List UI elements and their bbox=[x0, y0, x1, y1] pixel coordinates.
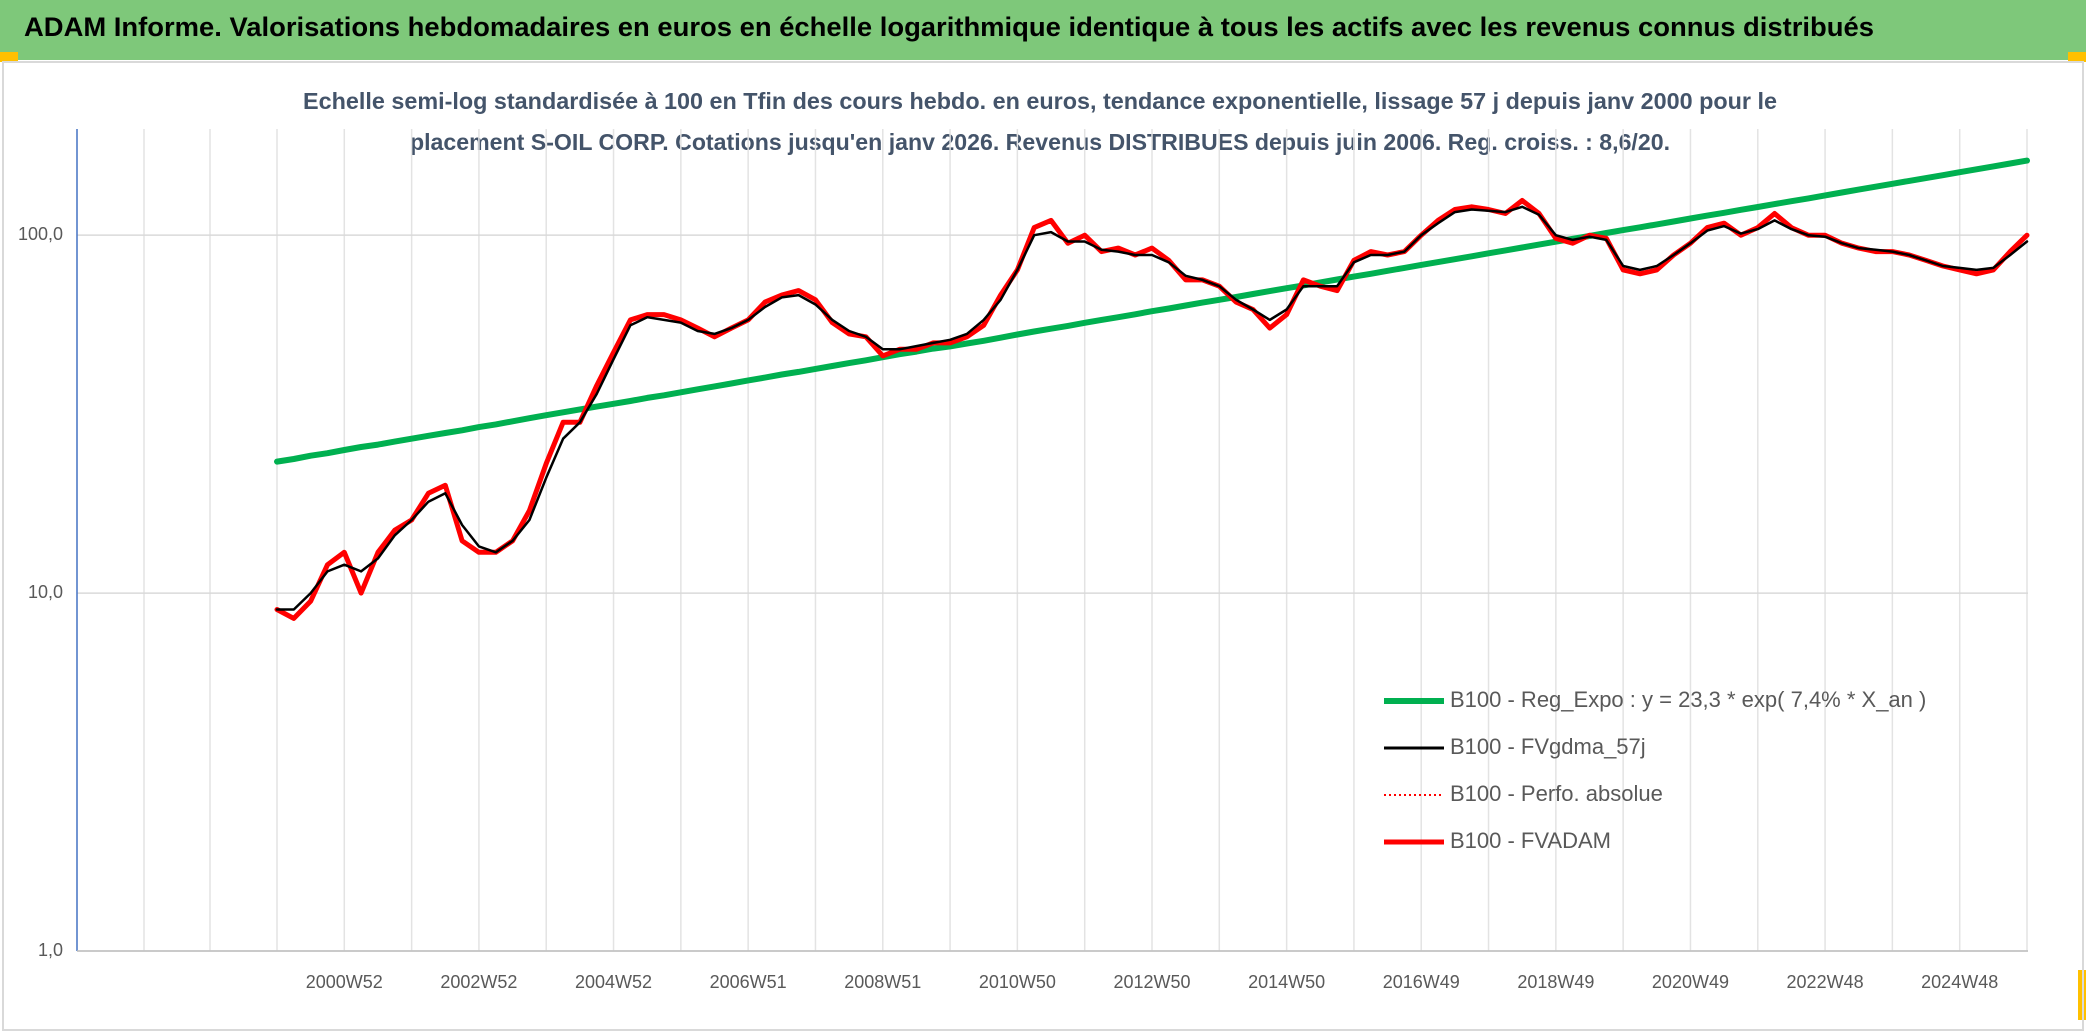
y-tick-label: 10,0 bbox=[28, 582, 63, 602]
x-tick-label: 2020W49 bbox=[1652, 972, 1729, 992]
x-tick-label: 2002W52 bbox=[440, 972, 517, 992]
chart-subtitle: placement S-OIL CORP. Cotations jusqu'en… bbox=[410, 129, 1670, 155]
x-tick-label: 2014W50 bbox=[1248, 972, 1325, 992]
series-line bbox=[275, 205, 2029, 611]
x-tick-label: 2022W48 bbox=[1787, 972, 1864, 992]
series-line bbox=[274, 157, 2030, 465]
x-tick-label: 2012W50 bbox=[1113, 972, 1190, 992]
x-tick-label: 2006W51 bbox=[710, 972, 787, 992]
x-tick-label: 2016W49 bbox=[1383, 972, 1460, 992]
legend-label: B100 - FVgdma_57j bbox=[1450, 734, 1646, 759]
x-tick-label: 2008W51 bbox=[844, 972, 921, 992]
legend-label: B100 - Reg_Expo : y = 23,3 * exp( 7,4% *… bbox=[1450, 687, 1926, 712]
corner-mark bbox=[2068, 52, 2086, 62]
corner-mark bbox=[0, 52, 18, 62]
x-tick-label: 2024W48 bbox=[1921, 972, 1998, 992]
chart-border bbox=[2, 61, 2084, 1031]
chart-subtitle: Echelle semi-log standardisée à 100 en T… bbox=[303, 88, 1777, 114]
legend-label: B100 - Perfo. absolue bbox=[1450, 781, 1663, 806]
x-tick-label: 2004W52 bbox=[575, 972, 652, 992]
header-bar bbox=[0, 0, 2086, 60]
x-tick-label: 2000W52 bbox=[306, 972, 383, 992]
legend-label: B100 - FVADAM bbox=[1450, 828, 1611, 853]
y-tick-label: 100,0 bbox=[18, 224, 63, 244]
chart-title: ADAM Informe. Valorisations hebdomadaire… bbox=[24, 12, 1874, 42]
y-tick-label: 1,0 bbox=[38, 940, 63, 960]
x-tick-label: 2018W49 bbox=[1517, 972, 1594, 992]
x-tick-label: 2010W50 bbox=[979, 972, 1056, 992]
